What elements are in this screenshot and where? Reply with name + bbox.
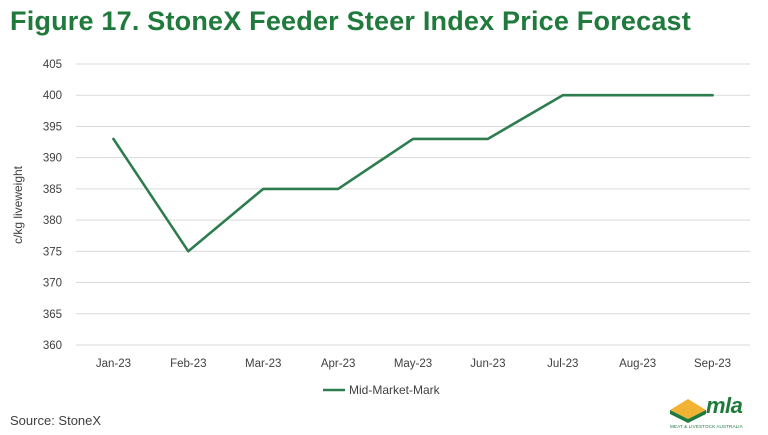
x-tick-label: Aug-23	[619, 358, 656, 370]
gridlines	[76, 63, 750, 346]
logo-wordmark: mla	[706, 393, 743, 418]
y-tick-label: 380	[43, 215, 62, 227]
x-tick-label: Mar-23	[245, 358, 281, 370]
y-tick-label: 375	[43, 246, 62, 258]
x-tick-label: Jan-23	[96, 358, 131, 370]
x-tick-label: Feb-23	[170, 358, 206, 370]
y-axis-ticks: 360 365 370 375 380 385 390 395 400 405	[43, 59, 62, 352]
x-tick-label: Jun-23	[470, 358, 505, 370]
mla-logo-icon	[670, 399, 706, 423]
series-lines	[112, 93, 714, 253]
y-tick-label: 395	[43, 121, 62, 133]
x-tick-label: Sep-23	[694, 358, 731, 370]
x-tick-label: Apr-23	[321, 358, 356, 370]
y-axis-label: c/kg liveweight	[11, 165, 25, 244]
y-tick-label: 385	[43, 184, 62, 196]
legend-label: Mid-Market-Mark	[349, 383, 441, 397]
y-tick-label: 400	[43, 90, 62, 102]
y-tick-label: 360	[43, 340, 62, 352]
x-tick-label: Jul-23	[547, 358, 578, 370]
series-line-0	[112, 93, 714, 253]
y-tick-label: 390	[43, 153, 62, 165]
source-note: Source: StoneX	[10, 413, 102, 428]
y-tick-label: 365	[43, 309, 62, 321]
y-tick-label: 405	[43, 59, 62, 71]
legend[interactable]: Mid-Market-Mark	[323, 383, 441, 397]
x-axis-ticks: Jan-23 Feb-23 Mar-23 Apr-23 May-23 Jun-23 Jul-…	[96, 358, 731, 370]
page-title: Figure 17. StoneX Feeder Steer Index Pri…	[10, 6, 691, 36]
mla-logo: mla MEAT & LIVESTOCK AUSTRALIA	[668, 393, 764, 433]
x-tick-label: May-23	[394, 358, 432, 370]
logo-subtitle: MEAT & LIVESTOCK AUSTRALIA	[670, 424, 743, 429]
y-tick-label: 370	[43, 278, 62, 290]
